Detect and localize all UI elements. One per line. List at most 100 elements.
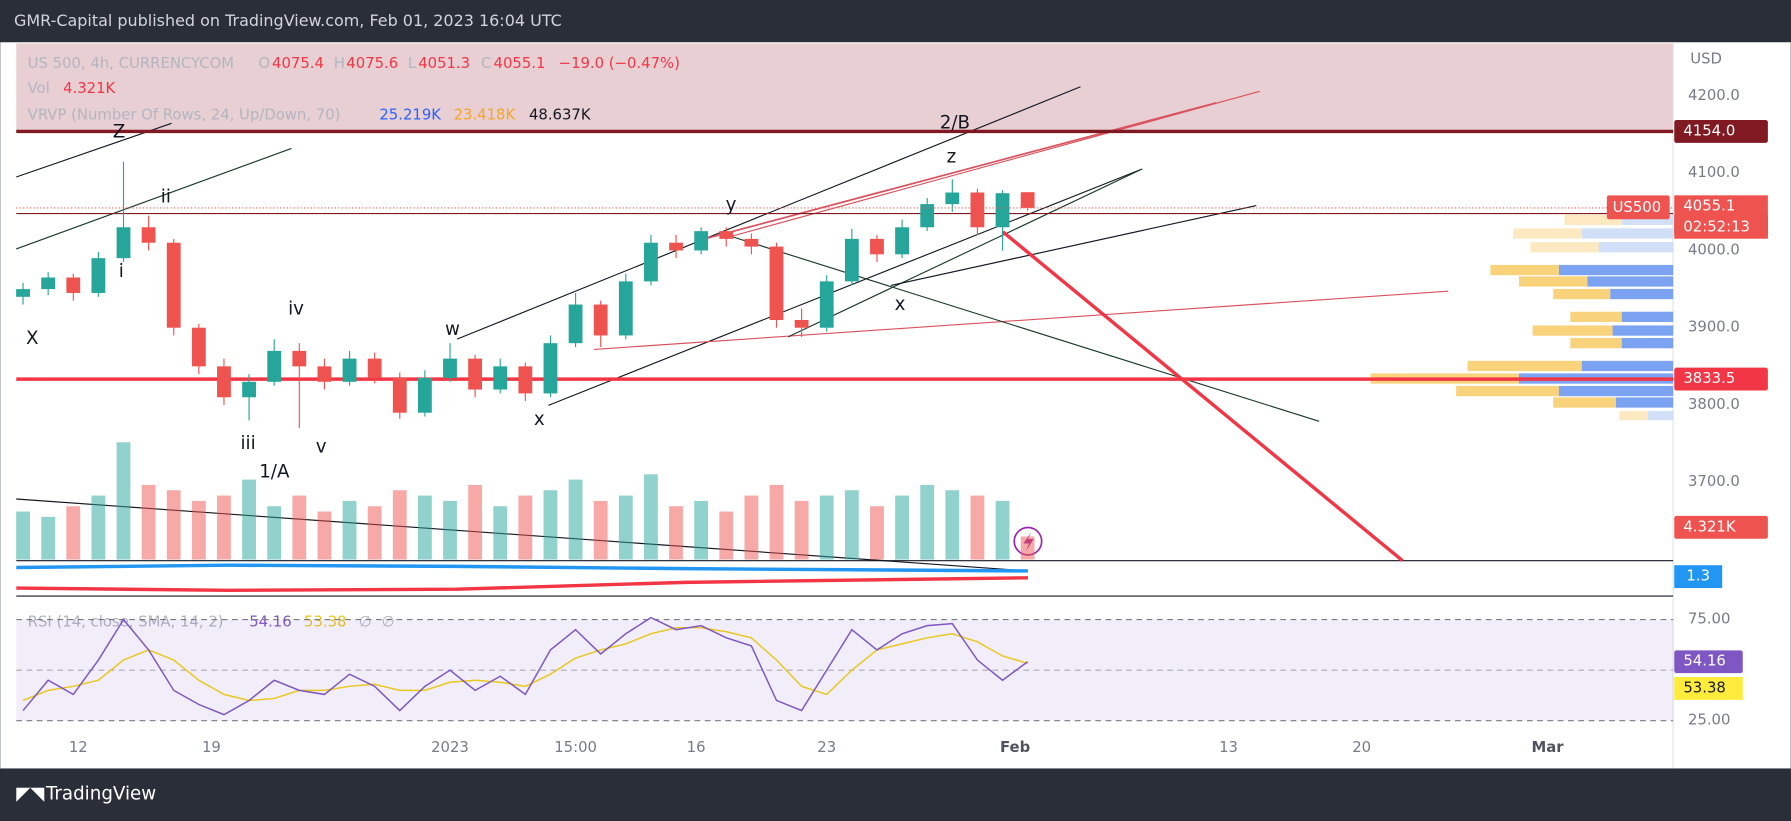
legend-key: Vol	[28, 80, 50, 97]
legend-key: H	[334, 55, 345, 72]
volume-bar	[91, 495, 106, 560]
rsi-ma-value: 53.38	[1683, 679, 1725, 696]
legend-value: 53.38	[304, 613, 346, 630]
countdown: 02:52:13	[1683, 218, 1750, 235]
volume-bar	[417, 495, 432, 560]
x-tick-label: 12	[69, 739, 88, 756]
legend-value: 23.418K	[454, 106, 517, 123]
wave-label: 2/B	[940, 112, 970, 133]
profile-bar	[1610, 288, 1674, 300]
volume-bar	[844, 490, 859, 560]
wave-label: z	[947, 147, 957, 168]
header: GMR-Capital published on TradingView.com…	[14, 11, 562, 30]
legend-value: 48.637K	[529, 106, 592, 123]
volume-bar	[744, 495, 759, 560]
volume-bar	[493, 506, 508, 560]
x-tick-label: Feb	[1000, 739, 1030, 756]
level-label: 4154.0	[1683, 122, 1735, 139]
candle-body	[593, 304, 608, 336]
profile-bar	[1553, 397, 1617, 408]
chart-area	[0, 42, 1791, 769]
candle-body	[91, 258, 106, 293]
wave-label: w	[445, 319, 460, 340]
legend-value: 4.321K	[63, 80, 116, 97]
x-tick-label: 23	[817, 739, 836, 756]
level-label-bg	[1674, 120, 1768, 143]
volume-bar	[769, 484, 784, 560]
candle-body	[417, 377, 432, 413]
level-label-bg	[1674, 367, 1768, 391]
candle-body	[267, 350, 282, 382]
rsi-value-bg	[1674, 650, 1743, 674]
profile-bar	[1619, 411, 1648, 421]
profile-bar	[1616, 397, 1674, 408]
volume-bar	[443, 500, 457, 560]
volume-bar	[970, 495, 985, 560]
candle-body	[518, 366, 533, 394]
indicator-line	[16, 576, 1028, 593]
volume-bar	[141, 484, 156, 560]
profile-bar	[1564, 214, 1622, 225]
volume-bar	[644, 474, 658, 560]
candle-body	[468, 358, 483, 390]
candle-body	[141, 227, 156, 243]
legend-key: C	[481, 55, 491, 72]
y-tick-label: 4200.0	[1688, 87, 1740, 104]
candle-body	[493, 366, 508, 390]
trendline	[730, 235, 1320, 422]
profile-bar	[1612, 325, 1674, 336]
wave-label: v	[316, 437, 327, 458]
profile-bar	[1647, 411, 1674, 421]
candle-body	[644, 242, 658, 282]
last-price-bg	[1674, 195, 1768, 239]
rsi-ma-line	[22, 626, 1028, 702]
footer-bar	[0, 768, 1791, 821]
legend-value: 4075.4	[272, 55, 324, 72]
footer: TradingView	[45, 784, 156, 805]
profile-bar	[1587, 276, 1674, 287]
legend-value: 4051.3	[418, 55, 470, 72]
profile-bar	[1558, 385, 1674, 397]
volume-bar	[945, 490, 960, 560]
y-tick-label: 3900.0	[1688, 319, 1740, 336]
candle-body	[719, 231, 734, 239]
profile-bar	[1518, 276, 1588, 287]
legend-key: VRVP (Number Of Rows, 24, Up/Down, 70)	[28, 106, 341, 123]
volume-bar	[367, 506, 382, 560]
trendlines	[16, 86, 1449, 593]
symbol-badge-bg	[1606, 195, 1670, 220]
volume-bar	[870, 506, 884, 560]
candle-body	[844, 238, 859, 282]
volume-bar	[66, 506, 81, 560]
trendline	[890, 204, 1257, 287]
candle-body	[568, 304, 583, 344]
candle-body	[694, 231, 709, 251]
candle-body	[342, 358, 357, 382]
indicator-badge	[1674, 565, 1723, 589]
last-price: 4055.1	[1683, 198, 1735, 215]
legend-key: L	[408, 55, 417, 72]
profile-bar	[1467, 360, 1582, 372]
x-tick-label: 15:00	[554, 739, 597, 756]
rsi-ma-value-bg	[1674, 677, 1743, 700]
candle-body	[242, 381, 256, 398]
indicator-label: 1.3	[1686, 568, 1710, 585]
volume-bar	[694, 500, 709, 560]
candle-body	[920, 204, 935, 228]
legend-change: −19.0 (−0.47%)	[559, 55, 680, 72]
candle-body	[769, 246, 784, 320]
legend: US 500, 4h, CURRENCYCOM O 4075.4 H 4075.…	[28, 55, 680, 630]
y-tick-label: 4000.0	[1688, 241, 1740, 258]
volume-bar	[543, 490, 558, 560]
volume-bar	[342, 500, 357, 560]
candle-body	[794, 319, 809, 328]
footer-logo: ◤◥	[16, 784, 44, 805]
volume-bar	[41, 516, 56, 560]
y-tick-label: 4100.0	[1688, 164, 1740, 181]
candle-body	[669, 242, 683, 251]
volume-bar	[217, 495, 231, 560]
candle-body	[819, 281, 834, 328]
volume-bar	[593, 500, 608, 560]
candle-body	[392, 377, 407, 413]
